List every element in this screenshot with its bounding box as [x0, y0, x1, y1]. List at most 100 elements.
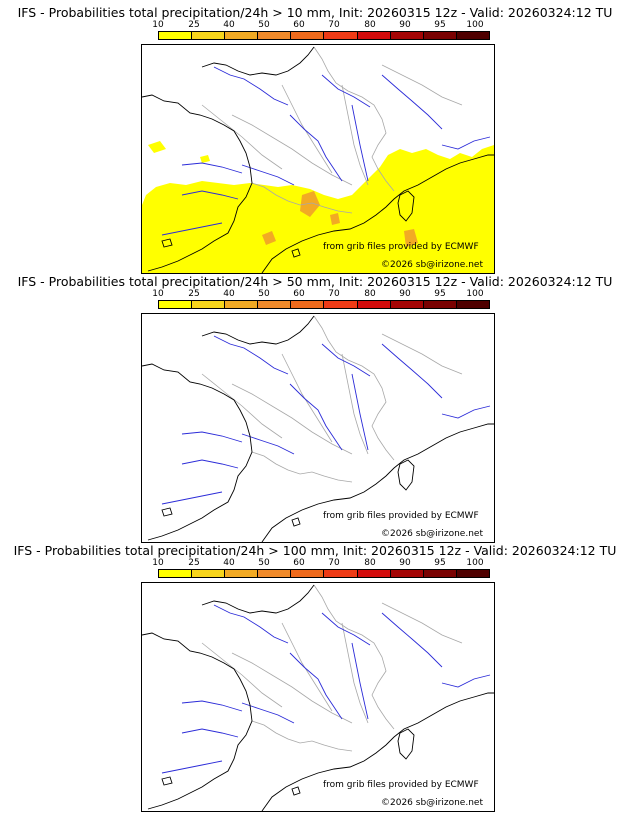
colorbar-tick: 50 — [258, 20, 270, 30]
river — [289, 114, 343, 182]
river — [381, 612, 443, 668]
precip-area-low — [148, 141, 166, 153]
admin-border — [251, 451, 353, 483]
colorbar-tick: 70 — [328, 289, 340, 299]
colorbar-tick: 50 — [258, 289, 270, 299]
coastline — [201, 46, 315, 76]
coastline — [161, 507, 173, 517]
colorbar-swatch — [159, 570, 193, 577]
colorbar-tick: 25 — [188, 558, 200, 568]
admin-border — [231, 114, 353, 186]
colorbar-swatch — [192, 32, 226, 39]
coastline — [261, 154, 494, 273]
colorbar-swatch — [159, 32, 193, 39]
admin-border — [231, 383, 353, 455]
coastline — [397, 728, 415, 760]
river — [213, 335, 289, 375]
admin-border — [231, 652, 353, 724]
colorbar — [158, 31, 490, 40]
river — [161, 760, 223, 774]
colorbar-swatch — [324, 301, 358, 308]
colorbar-swatch — [225, 570, 259, 577]
colorbar-tick: 60 — [293, 558, 305, 568]
colorbar-tick: 80 — [364, 20, 376, 30]
river — [241, 164, 295, 186]
river — [161, 491, 223, 505]
admin-border — [381, 602, 463, 644]
colorbar-swatch — [291, 570, 325, 577]
colorbar-tick: 40 — [223, 558, 235, 568]
coastline — [142, 632, 253, 810]
panel-title: IFS - Probabilities total precipitation/… — [13, 543, 617, 558]
colorbar-swatch — [456, 570, 489, 577]
river — [321, 74, 371, 108]
colorbar-swatch — [291, 32, 325, 39]
admin-border — [313, 315, 395, 461]
river — [441, 405, 491, 419]
colorbar-swatch — [192, 301, 226, 308]
precip-area-mid — [300, 191, 320, 217]
river — [181, 700, 243, 712]
river — [181, 728, 239, 738]
map-area: from grib files provided by ECMWF ©2026 … — [141, 313, 495, 543]
river — [289, 383, 343, 451]
river — [213, 66, 289, 106]
credit-copyright: ©2026 sb@irizone.net — [381, 798, 483, 808]
colorbar-swatch — [258, 32, 292, 39]
colorbar-swatch — [324, 32, 358, 39]
coastline — [291, 517, 301, 527]
colorbar-swatch — [456, 301, 489, 308]
map-area: from grib files provided by ECMWF ©2026 … — [141, 582, 495, 812]
colorbar-tick: 90 — [399, 558, 411, 568]
river — [381, 74, 443, 130]
credit-copyright: ©2026 sb@irizone.net — [381, 260, 483, 270]
colorbar-tick: 100 — [466, 558, 484, 568]
precip-area-mid — [330, 213, 340, 225]
colorbar-tick: 90 — [399, 20, 411, 30]
map-panel-100mm: IFS - Probabilities total precipitation/… — [0, 544, 630, 812]
coastline — [201, 584, 315, 614]
credit-source: from grib files provided by ECMWF — [323, 780, 479, 790]
france-map — [142, 584, 494, 811]
colorbar-swatch — [324, 570, 358, 577]
colorbar-swatch — [258, 570, 292, 577]
colorbar-labels: 10 25 40 50 60 70 80 90 95 100 — [152, 289, 490, 300]
colorbar-labels: 10 25 40 50 60 70 80 90 95 100 — [152, 558, 490, 569]
colorbar-swatch — [258, 301, 292, 308]
colorbar-swatch — [423, 32, 457, 39]
admin-border — [381, 64, 463, 106]
colorbar-tick: 25 — [188, 20, 200, 30]
colorbar-swatch — [192, 570, 226, 577]
colorbar-swatch — [390, 32, 424, 39]
river — [321, 612, 371, 646]
colorbar-tick: 100 — [466, 289, 484, 299]
river — [181, 459, 239, 469]
colorbar-tick: 80 — [364, 558, 376, 568]
river — [351, 373, 369, 451]
river — [161, 222, 223, 236]
colorbar-labels: 10 25 40 50 60 70 80 90 95 100 — [152, 20, 490, 31]
admin-border — [201, 642, 283, 708]
colorbar-swatch — [357, 570, 391, 577]
admin-border — [341, 84, 369, 186]
coastline — [142, 94, 253, 272]
admin-border — [251, 182, 353, 214]
map-panel-50mm: IFS - Probabilities total precipitation/… — [0, 275, 630, 543]
river — [241, 702, 295, 724]
river — [381, 343, 443, 399]
colorbar-swatch — [225, 301, 259, 308]
coastline — [142, 363, 253, 541]
precip-area-mid — [404, 229, 418, 247]
colorbar-tick: 25 — [188, 289, 200, 299]
colorbar-tick: 10 — [152, 20, 164, 30]
admin-border — [281, 622, 333, 712]
colorbar-tick: 60 — [293, 289, 305, 299]
colorbar-tick: 60 — [293, 20, 305, 30]
colorbar-swatch — [423, 570, 457, 577]
river — [351, 642, 369, 720]
admin-border — [313, 46, 395, 192]
colorbar-swatch — [423, 301, 457, 308]
admin-border — [281, 353, 333, 443]
colorbar-swatch — [357, 301, 391, 308]
river — [289, 652, 343, 720]
